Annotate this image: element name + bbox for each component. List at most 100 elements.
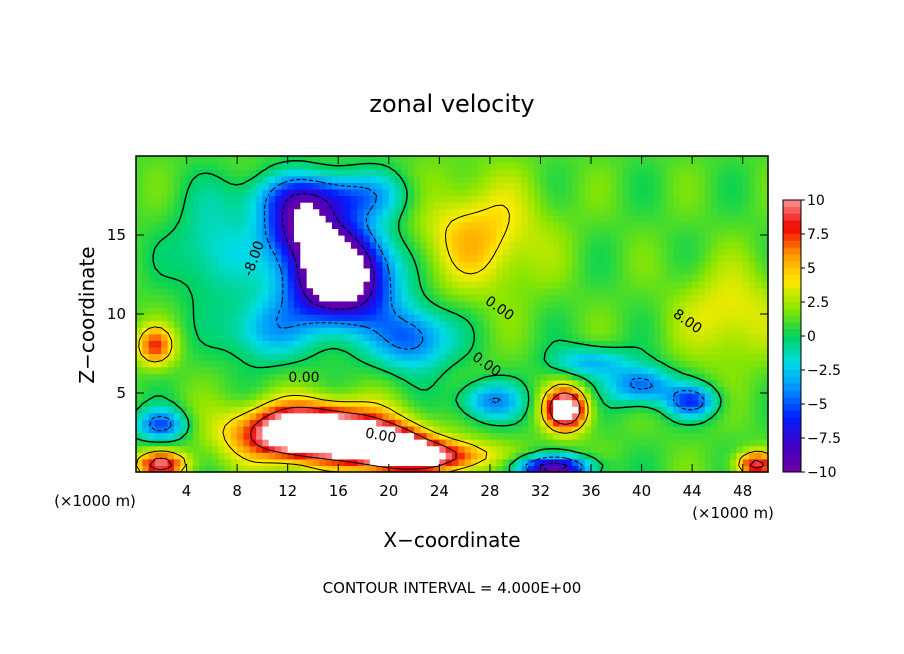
heat-cell (591, 393, 598, 401)
heat-cell (205, 287, 213, 295)
heat-cell (502, 300, 510, 309)
heat-cell (464, 169, 472, 177)
heat-cell (603, 366, 611, 374)
heat-cell (401, 195, 409, 203)
heat-cell (306, 432, 314, 440)
heat-cell (704, 432, 712, 440)
heat-cell (173, 439, 181, 447)
heat-cell (243, 195, 251, 203)
heat-cell (382, 327, 390, 335)
heat-cell (275, 156, 282, 164)
heat-cell (749, 393, 756, 401)
heat-cell (344, 215, 352, 223)
heat-cell (597, 432, 605, 440)
heat-cell (660, 373, 668, 381)
heat-cell (464, 235, 472, 243)
heat-cell (458, 241, 466, 249)
heat-cell (256, 228, 263, 236)
heat-cell (578, 333, 586, 341)
heat-cell (685, 281, 693, 289)
heat-cell (433, 333, 440, 341)
heat-cell (363, 208, 371, 216)
heat-cell (369, 228, 377, 236)
heat-cell (565, 412, 573, 420)
heat-cell (154, 274, 162, 282)
heat-cell (470, 458, 478, 467)
heat-cell (597, 202, 605, 210)
heat-cell (477, 346, 485, 355)
heat-cell (717, 241, 725, 249)
colorbar-segment (783, 295, 801, 303)
heat-cell (515, 307, 523, 315)
heat-cell (319, 254, 327, 262)
heat-cell (584, 340, 592, 348)
heat-cell (584, 333, 592, 341)
heat-cell (312, 445, 320, 453)
heat-cell (287, 412, 295, 420)
heat-cell (704, 169, 712, 177)
heat-cell (300, 235, 308, 243)
heat-cell (199, 360, 207, 368)
heat-cell (211, 340, 219, 348)
heat-cell (331, 406, 339, 414)
heat-cell (546, 228, 554, 236)
heat-cell (730, 320, 737, 328)
heat-cell (736, 320, 744, 328)
heat-cell (673, 287, 681, 295)
heat-cell (692, 202, 700, 210)
heat-cell (603, 452, 611, 460)
heat-cell (344, 327, 352, 335)
heat-cell (755, 281, 763, 289)
heat-cell (622, 261, 630, 269)
heat-cell (666, 287, 674, 295)
heat-cell (628, 156, 636, 164)
heat-cell (610, 281, 617, 289)
heat-cell (736, 353, 744, 361)
heat-cell (591, 281, 598, 289)
heat-cell (616, 406, 624, 414)
heat-cell (218, 307, 226, 315)
heat-cell (275, 393, 282, 401)
heat-cell (489, 452, 497, 460)
heat-cell (458, 412, 466, 420)
heat-cell (635, 373, 643, 381)
heat-cell (161, 419, 169, 427)
heat-cell (654, 360, 662, 368)
heat-cell (711, 195, 719, 203)
colorbar-tick-label: −5 (807, 397, 828, 413)
heat-cell (565, 235, 573, 243)
heat-cell (230, 287, 238, 295)
heat-cell (167, 379, 175, 388)
heat-cell (755, 175, 763, 183)
heat-cell (249, 208, 257, 216)
heat-cell (319, 386, 327, 394)
heat-cell (237, 169, 245, 177)
heat-cell (407, 175, 415, 183)
heat-cell (154, 188, 162, 197)
heat-cell (749, 452, 756, 460)
heat-cell (287, 439, 295, 447)
heat-cell (325, 327, 333, 335)
heat-cell (534, 274, 542, 282)
heat-cell (546, 366, 554, 374)
heat-cell (445, 261, 453, 269)
heat-cell (559, 353, 567, 361)
heat-cell (597, 228, 605, 236)
heat-cell (243, 373, 251, 381)
heat-cell (610, 360, 617, 368)
heat-cell (616, 386, 624, 394)
heat-cell (180, 208, 188, 216)
heat-cell (357, 208, 365, 216)
heat-cell (622, 406, 630, 414)
heat-cell (192, 373, 200, 381)
heat-cell (660, 195, 668, 203)
colorbar-tick-label: 0 (807, 329, 816, 345)
heat-cell (761, 314, 769, 322)
heat-cell (192, 360, 200, 368)
heat-cell (603, 419, 611, 427)
heat-cell (730, 169, 737, 177)
heat-cell (218, 235, 226, 243)
heat-cell (243, 274, 251, 282)
heat-cell (679, 248, 687, 256)
heat-cell (218, 399, 226, 407)
